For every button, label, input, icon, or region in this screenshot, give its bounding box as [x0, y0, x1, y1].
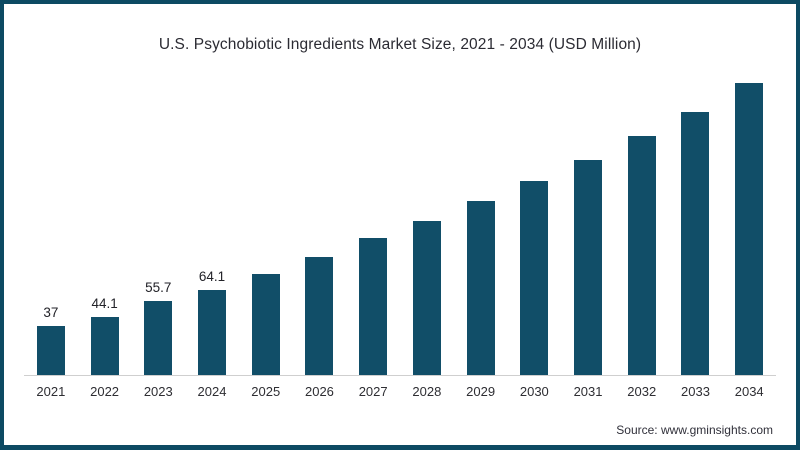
- bar: [36, 326, 65, 375]
- bar-group: 37: [24, 305, 78, 375]
- source-attribution: Source: www.gminsights.com: [616, 423, 773, 437]
- bar: [144, 301, 173, 375]
- x-axis-label: 2026: [304, 384, 334, 399]
- bar: [305, 257, 334, 375]
- x-axis-label: 2025: [251, 384, 281, 399]
- bar-group: [722, 83, 776, 375]
- bar: [520, 181, 549, 375]
- x-axis-label: 2027: [358, 384, 388, 399]
- bar-group: [669, 112, 723, 375]
- bar-group: [400, 221, 454, 375]
- x-axis-label: 2022: [90, 384, 120, 399]
- bar: [359, 238, 388, 375]
- bar-group: 44.1: [78, 296, 132, 375]
- bar: [198, 290, 227, 375]
- bar: [251, 274, 280, 375]
- bar-group: [615, 136, 669, 375]
- bar-value-label: 44.1: [91, 296, 118, 311]
- bar: [466, 201, 495, 375]
- bar-group: [239, 274, 293, 375]
- x-axis-label: 2031: [573, 384, 603, 399]
- x-axis-label: 2021: [36, 384, 66, 399]
- bar-group: [454, 201, 508, 375]
- x-axis-label: 2023: [143, 384, 173, 399]
- bar-value-label: 55.7: [145, 280, 172, 295]
- x-axis-label: 2032: [627, 384, 657, 399]
- bar: [90, 317, 119, 375]
- bar-group: [561, 160, 615, 375]
- x-axis-label: 2024: [197, 384, 227, 399]
- bar: [681, 112, 710, 375]
- bar-group: [293, 257, 347, 375]
- bar-group: [507, 181, 561, 375]
- bar-value-label: 37: [43, 305, 59, 320]
- x-axis-label: 2033: [681, 384, 710, 399]
- x-axis: 2021 2022 2023 2024 2025 2026 2027 2028 2029 2030…: [24, 384, 776, 399]
- bar-value-label: 64.1: [198, 269, 226, 284]
- x-axis-label: 2029: [466, 384, 496, 399]
- x-axis-label: 2034: [734, 384, 764, 399]
- x-axis-label: 2028: [412, 384, 442, 399]
- bar: [627, 136, 656, 375]
- bar-group: 55.7: [131, 280, 185, 375]
- bar: [735, 83, 764, 375]
- bar: [412, 221, 441, 375]
- bar-group: 64.1: [185, 269, 239, 375]
- x-axis-label: 2030: [519, 384, 549, 399]
- bar-group: [346, 238, 400, 375]
- chart-title: U.S. Psychobiotic Ingredients Market Siz…: [158, 36, 642, 53]
- bar: [574, 160, 603, 375]
- plot-area: 37 44.1 55.7 64.1: [24, 59, 776, 376]
